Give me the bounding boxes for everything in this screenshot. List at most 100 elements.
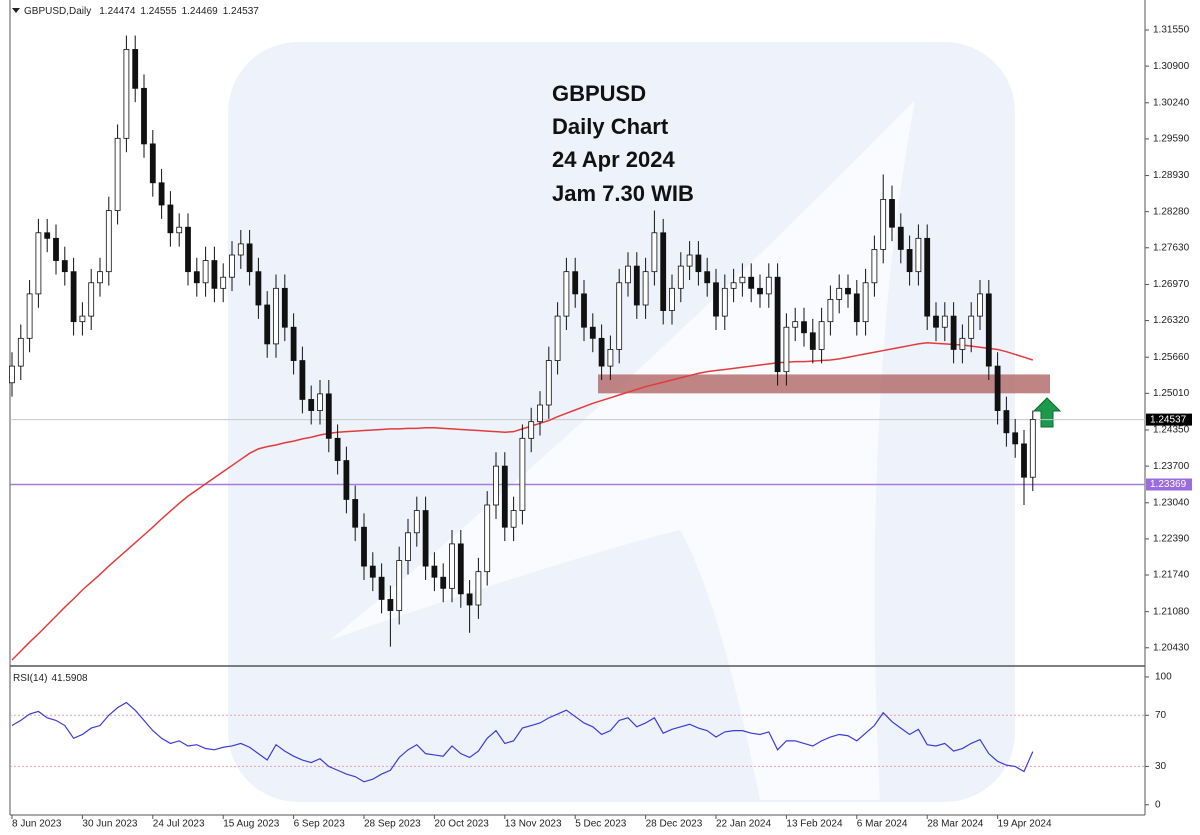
candle-body — [730, 282, 737, 289]
candle-body — [871, 249, 878, 284]
price-label: 1.24537 — [1150, 414, 1187, 425]
candle-body — [510, 510, 517, 528]
candle-body — [422, 510, 429, 567]
candle-body — [625, 265, 631, 284]
candle-body — [677, 265, 684, 289]
candle-body — [211, 260, 218, 289]
candle-body — [572, 271, 579, 295]
candle-body — [79, 315, 86, 323]
candle-body — [88, 282, 95, 317]
candle-body — [818, 321, 825, 350]
candle-body — [220, 276, 227, 289]
candle-body — [246, 243, 253, 273]
candle-body — [44, 232, 51, 239]
rsi-y-tick-label: 100 — [1155, 672, 1172, 683]
header-close: 1.24537 — [223, 6, 260, 17]
candle-body — [598, 337, 605, 367]
rsi-y-tick-label: 70 — [1155, 710, 1167, 721]
candle-body — [167, 204, 174, 234]
candle-body — [528, 421, 535, 439]
x-tick-label: 13 Feb 2024 — [786, 819, 843, 830]
x-tick-label: 28 Sep 2023 — [364, 819, 421, 830]
candle-body — [53, 237, 59, 261]
candle-body — [853, 293, 860, 323]
x-tick-label: 22 Jan 2024 — [716, 819, 771, 830]
candle-body — [616, 282, 623, 350]
candle-body — [70, 271, 77, 323]
candle-body — [669, 287, 675, 311]
candle-body — [827, 299, 834, 323]
candle-body — [237, 243, 244, 256]
price-label-box — [1146, 478, 1192, 491]
y-tick-label: 1.22390 — [1153, 534, 1190, 545]
rsi-y-tick-label: 0 — [1155, 799, 1161, 810]
candle-body — [105, 210, 112, 273]
price-label-box — [1146, 413, 1192, 426]
candle-body — [273, 287, 279, 345]
x-tick-label: 19 Apr 2024 — [998, 819, 1052, 830]
candle-body — [158, 182, 165, 206]
x-tick-label: 15 Aug 2023 — [223, 819, 280, 830]
price-label: 1.23369 — [1150, 479, 1187, 490]
x-tick-label: 6 Mar 2024 — [857, 819, 908, 830]
candle-body — [862, 282, 869, 323]
candle-body — [704, 271, 711, 284]
candle-body — [713, 282, 719, 317]
x-tick-label: 5 Dec 2023 — [575, 819, 627, 830]
candle-body — [290, 326, 297, 361]
candle-body — [449, 543, 455, 589]
candle-body — [581, 293, 587, 328]
rsi-header: RSI(14) 41.5908 — [13, 673, 88, 684]
candle-body — [484, 504, 491, 573]
candle-body — [1029, 419, 1036, 478]
candle-body — [897, 226, 904, 250]
candle-body — [114, 137, 121, 211]
candle-body — [642, 271, 649, 306]
candle-body — [941, 315, 948, 328]
annotation: Jam 7.30 WIB — [552, 181, 694, 206]
candle-body — [959, 337, 966, 350]
candle-body — [176, 226, 183, 234]
candle-body — [968, 315, 975, 339]
candle-body — [97, 271, 103, 284]
x-tick-label: 24 Jul 2023 — [153, 819, 205, 830]
candle-body — [378, 576, 385, 600]
candle-body — [686, 254, 693, 267]
candle-body — [141, 87, 147, 145]
candle-body — [493, 465, 499, 506]
y-tick-label: 1.29590 — [1153, 134, 1190, 145]
candle-body — [123, 49, 130, 139]
candle-body — [633, 265, 640, 306]
candle-body — [405, 532, 411, 561]
candle-body — [264, 304, 271, 345]
candle-body — [431, 565, 438, 578]
candle-body — [554, 315, 561, 361]
header: GBPUSD,Daily 1.24474 1.24555 1.24469 1.24537 — [24, 6, 259, 17]
y-tick-label: 1.21080 — [1153, 606, 1190, 617]
candle-body — [748, 276, 755, 289]
candle-body — [651, 232, 658, 273]
candle-body — [281, 287, 288, 328]
candle-body — [149, 143, 156, 184]
header-high: 1.24555 — [140, 6, 177, 17]
candle-body — [809, 332, 816, 350]
annotation: GBPUSD — [552, 81, 646, 106]
candle-body — [985, 293, 992, 367]
candle-body — [26, 293, 33, 339]
candle-body — [537, 404, 543, 423]
annotation: 24 Apr 2024 — [552, 147, 675, 172]
candle-body — [792, 321, 799, 328]
candle-body — [369, 565, 376, 578]
y-tick-label: 1.28280 — [1153, 206, 1190, 217]
header-low: 1.24469 — [182, 6, 219, 17]
rsi-title: RSI(14) — [13, 673, 47, 684]
annotation: Daily Chart — [552, 114, 669, 139]
y-tick-label: 1.30900 — [1153, 61, 1190, 72]
candle-body — [695, 254, 702, 273]
candle-body — [202, 260, 209, 284]
candle-body — [308, 399, 315, 411]
candle-body — [519, 437, 526, 511]
x-tick-label: 13 Nov 2023 — [505, 819, 562, 830]
rsi-y-tick-label: 30 — [1155, 761, 1167, 772]
candle-body — [933, 315, 939, 328]
